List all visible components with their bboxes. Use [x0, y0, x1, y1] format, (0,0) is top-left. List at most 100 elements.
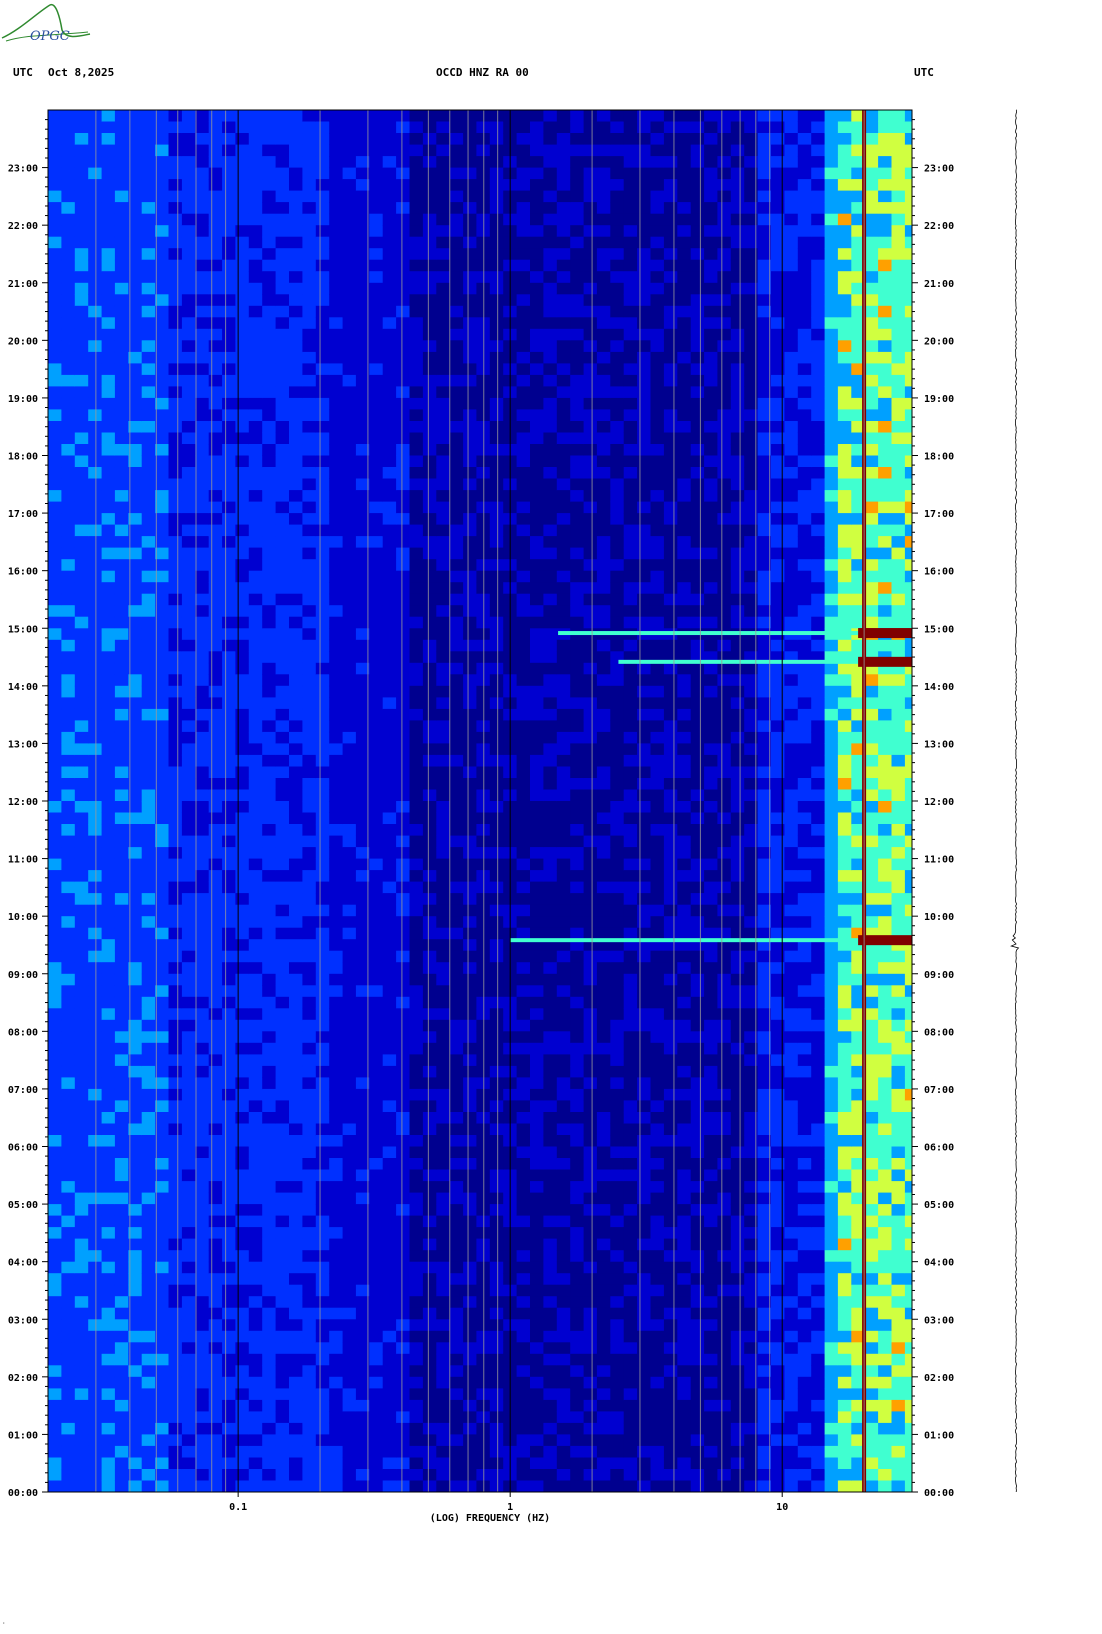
heatmap-cell	[556, 202, 571, 215]
heatmap-cell	[342, 363, 357, 376]
heatmap-cell	[570, 1353, 585, 1366]
heatmap-cell	[48, 858, 62, 871]
heatmap-cell	[208, 1238, 223, 1251]
heatmap-cell	[463, 858, 477, 871]
heatmap-cell	[315, 259, 330, 272]
heatmap-cell	[181, 547, 196, 560]
heatmap-cell	[436, 651, 451, 664]
heatmap-cell	[208, 1181, 223, 1194]
heatmap-cell	[114, 1169, 129, 1182]
heatmap-cell	[181, 812, 196, 825]
heatmap-cell	[114, 386, 129, 399]
heatmap-cell	[275, 271, 290, 284]
heatmap-cell	[396, 881, 410, 894]
heatmap-cell	[476, 1123, 491, 1136]
heatmap-cell	[235, 916, 250, 929]
heatmap-cell	[128, 421, 143, 433]
heatmap-cell	[248, 1307, 263, 1320]
heatmap-cell	[168, 467, 183, 479]
heatmap-cell	[222, 812, 236, 825]
heatmap-cell	[61, 801, 76, 813]
heatmap-cell	[128, 858, 143, 871]
heatmap-cell	[516, 1307, 531, 1320]
heatmap-cell	[409, 167, 424, 180]
heatmap-cell	[195, 1411, 210, 1424]
heatmap-cell	[530, 1330, 544, 1343]
heatmap-cell	[463, 547, 477, 560]
heatmap-cell	[181, 374, 196, 387]
heatmap-cell	[449, 501, 464, 514]
heatmap-cell	[556, 1250, 571, 1263]
heatmap-cell	[208, 133, 223, 145]
heatmap-cell	[61, 1480, 76, 1493]
heatmap-cell	[48, 697, 62, 710]
heatmap-cell	[409, 985, 424, 998]
heatmap-cell	[262, 328, 277, 341]
heatmap-cell	[530, 1422, 544, 1435]
heatmap-cell	[476, 1135, 491, 1147]
heatmap-cell	[61, 743, 76, 756]
heatmap-cell	[248, 1388, 263, 1401]
heatmap-cell	[422, 1054, 437, 1067]
heatmap-cell	[168, 271, 183, 284]
heatmap-cell	[409, 778, 424, 790]
heatmap-cell	[382, 789, 397, 802]
heatmap-cell	[382, 213, 397, 226]
heatmap-cell	[181, 628, 196, 641]
heatmap-cell	[329, 651, 344, 664]
heatmap-cell	[248, 1077, 263, 1090]
heatmap-cell	[114, 236, 129, 249]
heatmap-cell	[570, 363, 585, 376]
heatmap-cell	[262, 754, 277, 767]
heatmap-cell	[543, 893, 558, 906]
heatmap-cell	[422, 271, 437, 284]
heatmap-cell	[195, 1192, 210, 1205]
heatmap-cell	[195, 121, 210, 134]
heatmap-cell	[489, 570, 504, 583]
heatmap-cell	[329, 397, 344, 410]
heatmap-cell	[101, 340, 116, 353]
heatmap-cell	[596, 328, 611, 341]
heatmap-cell	[396, 547, 410, 560]
heatmap-cell	[355, 1100, 370, 1113]
heatmap-cell	[382, 720, 397, 733]
heatmap-cell	[248, 397, 263, 410]
heatmap-cell	[181, 697, 196, 710]
heatmap-cell	[570, 1365, 585, 1378]
heatmap-cell	[382, 1342, 397, 1355]
heatmap-cell	[543, 1445, 558, 1458]
heatmap-cell	[570, 939, 585, 952]
heatmap-cell	[355, 294, 370, 307]
heatmap-cell	[329, 743, 344, 756]
heatmap-cell	[476, 351, 491, 364]
heatmap-cell	[74, 1088, 89, 1101]
heatmap-cell	[101, 351, 116, 364]
heatmap-cell	[355, 1250, 370, 1263]
heatmap-cell	[436, 639, 451, 652]
heatmap-cell	[101, 1469, 116, 1481]
heatmap-cell	[88, 708, 103, 721]
heatmap-cell	[74, 490, 89, 503]
heatmap-cell	[101, 708, 116, 721]
heatmap-cell	[543, 1135, 558, 1147]
heatmap-cell	[289, 432, 303, 445]
heatmap-cell	[556, 593, 571, 606]
heatmap-cell	[61, 374, 76, 387]
heatmap-cell	[329, 1215, 344, 1228]
heatmap-cell	[355, 374, 370, 387]
heatmap-cell	[155, 1158, 169, 1170]
heatmap-cell	[436, 133, 451, 145]
heatmap-cell	[168, 1388, 183, 1401]
heatmap-cell	[74, 778, 89, 790]
heatmap-cell	[74, 1422, 89, 1435]
heatmap-cell	[342, 1388, 357, 1401]
heatmap-cell	[141, 1065, 156, 1078]
heatmap-cell	[48, 513, 62, 526]
heatmap-cell	[101, 616, 116, 629]
heatmap-cell	[128, 628, 143, 641]
heatmap-cell	[570, 1008, 585, 1021]
heatmap-cell	[181, 179, 196, 192]
heatmap-cell	[570, 1411, 585, 1424]
heatmap-cell	[516, 144, 531, 157]
heatmap-cell	[101, 824, 116, 836]
